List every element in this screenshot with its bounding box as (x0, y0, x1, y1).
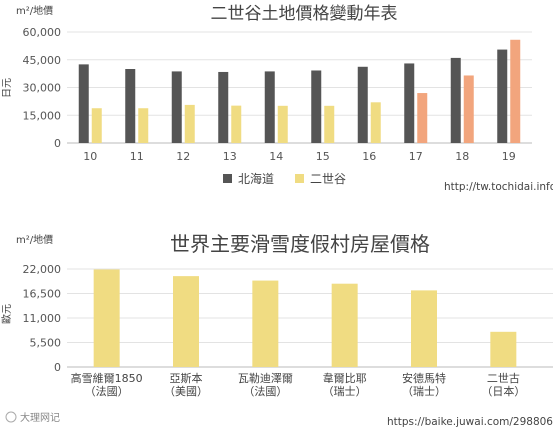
resort-price-chart: 世界主要滑雪度假村房屋價格 m²/地價 歐元 0 5,500 11,000 16,50… (0, 226, 553, 432)
bar-niseko (231, 105, 242, 143)
x-tick-label: 韋爾比耶 (323, 372, 367, 385)
x-tick-sublabel: （美國） (164, 385, 208, 398)
x-tick-sublabel: （法國） (243, 384, 287, 398)
bar-hokkaido (171, 71, 182, 143)
y-axis-label: 歐元 (0, 304, 13, 324)
bar-niseko (463, 75, 474, 143)
y-axis-label: 日元 (2, 78, 13, 98)
bar-niseko (138, 108, 149, 143)
y-tick-label: 11,000 (23, 312, 62, 325)
bar-hokkaido (218, 71, 229, 143)
y-tick-label: 60,000 (23, 26, 62, 39)
bar-hokkaido (450, 57, 461, 143)
bar-niseko (370, 102, 381, 143)
source-url: http://tw.tochidai.info/ (444, 181, 553, 193)
legend-swatch (295, 174, 304, 183)
bar (411, 290, 437, 367)
x-tick-sublabel: （瑞士） (402, 384, 446, 398)
y-tick-label: 5,500 (30, 337, 62, 350)
x-tick-label: 12 (176, 150, 190, 163)
bar-niseko (184, 104, 195, 143)
y-tick-label: 0 (54, 137, 61, 150)
x-tick-label: 14 (269, 150, 283, 163)
bar-hokkaido (404, 63, 415, 144)
unit-label: m²/地價 (16, 233, 53, 246)
bar-niseko (91, 108, 102, 143)
x-tick-sublabel: （法國） (85, 384, 129, 398)
x-tick-label: 高雪維爾1850 (71, 371, 143, 385)
chart-title: 世界主要滑雪度假村房屋價格 (170, 232, 430, 256)
x-tick-label: 16 (362, 150, 376, 163)
x-tick-label: 18 (455, 150, 469, 163)
y-tick-label: 0 (54, 361, 61, 374)
bar-niseko (277, 105, 288, 143)
y-tick-label: 30,000 (23, 82, 62, 95)
bar-hokkaido (357, 66, 368, 143)
y-tick-label: 15,000 (23, 109, 62, 122)
resort-price-chart-svg: 世界主要滑雪度假村房屋價格 m²/地價 歐元 0 5,500 11,000 16,50… (0, 232, 553, 428)
bar (173, 276, 199, 367)
source-url: https://baike.juwai.com/298806 (387, 416, 553, 428)
watermark-logo-icon (5, 411, 17, 423)
x-tick-label: 亞斯本 (170, 371, 203, 385)
watermark: 大理网记 (5, 411, 60, 424)
bar-niseko (417, 93, 428, 143)
y-tick-label: 22,000 (23, 263, 62, 276)
bar-hokkaido (264, 71, 275, 143)
x-tick-label: 安德馬特 (402, 371, 446, 385)
bar-hokkaido (311, 70, 322, 143)
x-tick-label: 15 (316, 150, 330, 163)
x-tick-sublabel: （日本） (481, 384, 525, 398)
bar (252, 280, 279, 367)
legend-swatch (223, 174, 232, 183)
bar (331, 283, 358, 367)
land-price-chart-svg: 二世谷土地價格變動年表 m²/地價 日元 0 15,000 30,000 45,000… (2, 4, 553, 193)
bar-hokkaido (125, 69, 136, 143)
x-tick-label: 19 (502, 150, 516, 163)
x-tick-sublabel: （瑞士） (323, 384, 367, 398)
legend-label: 北海道 (238, 171, 274, 186)
bar (93, 269, 120, 367)
unit-label: m²/地價 (16, 4, 53, 17)
x-tick-label: 11 (130, 150, 144, 163)
bar-hokkaido (78, 64, 89, 143)
watermark-text: 大理网记 (20, 411, 60, 424)
bar (490, 331, 517, 367)
x-tick-label: 10 (83, 150, 97, 163)
chart-title: 二世谷土地價格變動年表 (211, 4, 398, 24)
x-tick-label: 13 (223, 150, 237, 163)
x-tick-label: 二世古 (487, 372, 520, 385)
bar-hokkaido (497, 49, 508, 144)
y-tick-label: 16,500 (23, 288, 62, 301)
x-tick-label: 17 (409, 150, 423, 163)
legend-label: 二世谷 (310, 172, 346, 186)
bar-niseko (510, 39, 521, 143)
land-price-chart: 二世谷土地價格變動年表 m²/地價 日元 0 15,000 30,000 45,000… (0, 0, 553, 200)
bar-niseko (324, 105, 335, 143)
y-tick-label: 45,000 (23, 54, 62, 67)
x-tick-label: 瓦勒迪澤爾 (238, 372, 293, 385)
